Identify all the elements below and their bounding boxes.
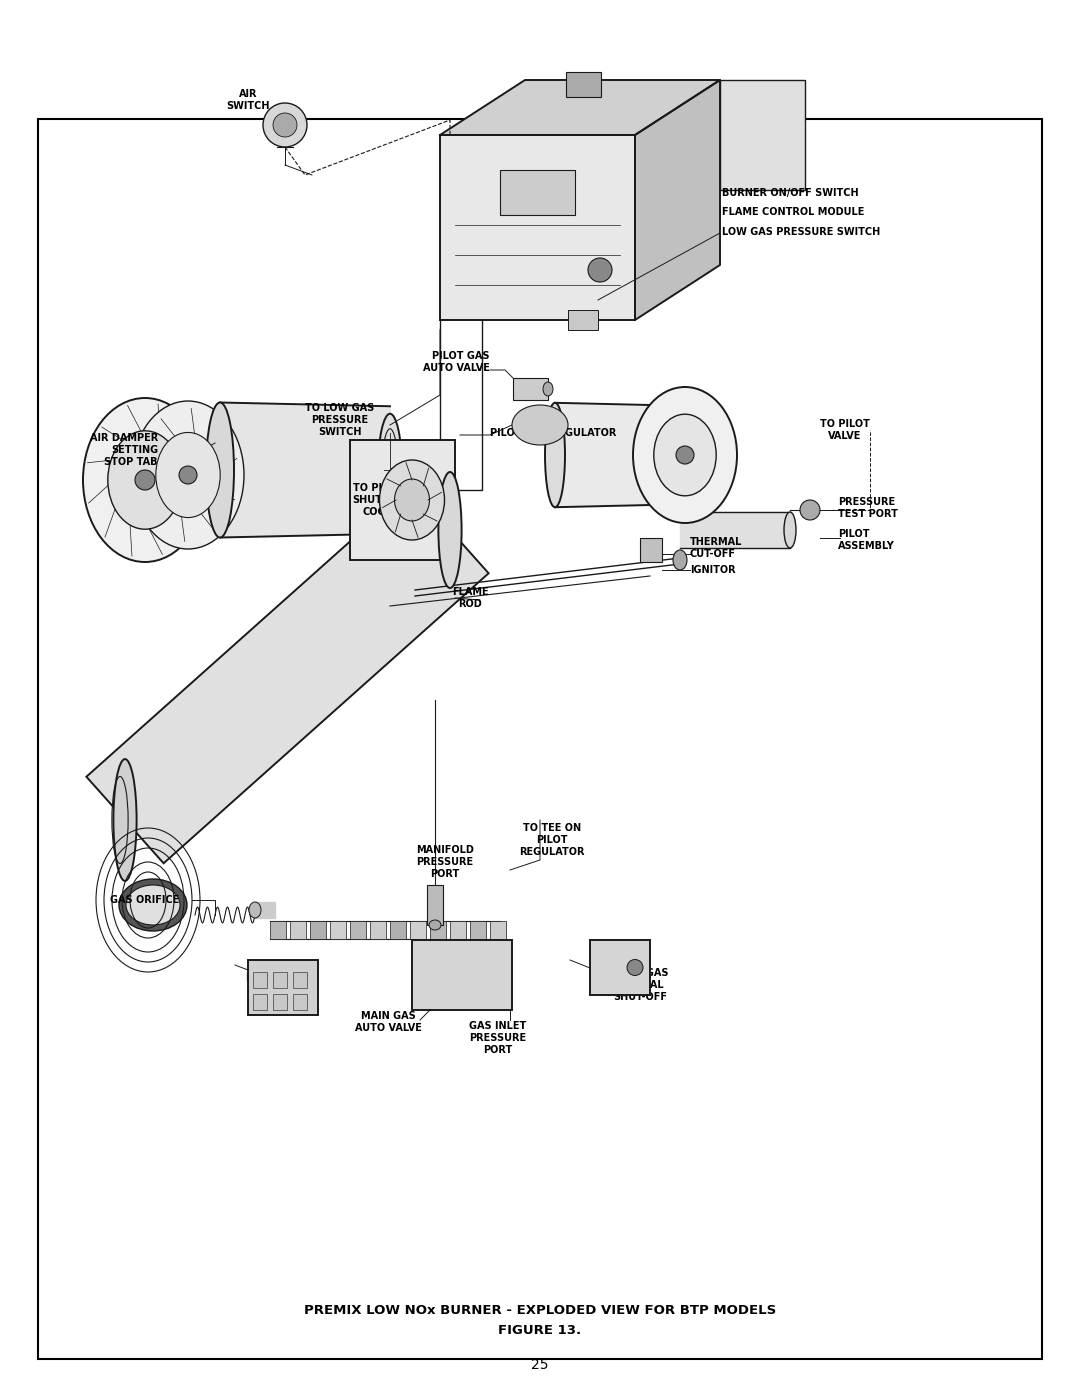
Text: FLAME
ROD: FLAME ROD bbox=[451, 587, 488, 609]
Text: BURNER ON/OFF SWITCH: BURNER ON/OFF SWITCH bbox=[723, 189, 859, 198]
Polygon shape bbox=[720, 80, 805, 190]
Bar bbox=[640, 538, 662, 562]
Circle shape bbox=[135, 469, 156, 490]
Ellipse shape bbox=[379, 460, 445, 541]
Ellipse shape bbox=[784, 511, 796, 548]
Bar bbox=[513, 379, 548, 400]
Text: GAS ORIFICE: GAS ORIFICE bbox=[110, 895, 179, 905]
Ellipse shape bbox=[126, 886, 180, 925]
Bar bbox=[568, 310, 598, 330]
Text: AIR
SWITCH: AIR SWITCH bbox=[226, 89, 270, 110]
Text: PILOT GAS
MANUAL
SHUT-OFF: PILOT GAS MANUAL SHUT-OFF bbox=[611, 968, 669, 1002]
Polygon shape bbox=[440, 80, 720, 136]
Bar bbox=[330, 921, 346, 939]
Bar bbox=[410, 921, 426, 939]
Bar bbox=[270, 921, 286, 939]
Bar bbox=[370, 921, 386, 939]
Bar bbox=[291, 921, 306, 939]
Circle shape bbox=[179, 467, 197, 483]
Bar bbox=[430, 921, 446, 939]
Bar bbox=[293, 972, 307, 988]
Ellipse shape bbox=[378, 414, 402, 527]
Bar bbox=[490, 921, 507, 939]
Bar bbox=[411, 940, 512, 1010]
Ellipse shape bbox=[545, 402, 565, 507]
Ellipse shape bbox=[543, 381, 553, 395]
Text: IGNITOR: IGNITOR bbox=[690, 564, 735, 576]
Text: PILOT GAS
AUTO VALVE: PILOT GAS AUTO VALVE bbox=[423, 351, 490, 373]
Text: MAIN GAS
MANUAL
SHUT-OFF: MAIN GAS MANUAL SHUT-OFF bbox=[245, 974, 300, 1007]
Circle shape bbox=[273, 113, 297, 137]
Text: TO PILOT
VALVE: TO PILOT VALVE bbox=[820, 419, 869, 441]
Ellipse shape bbox=[673, 550, 687, 570]
Text: PRESSURE
TEST PORT: PRESSURE TEST PORT bbox=[838, 497, 897, 518]
Text: TO TEE ON
PILOT
REGULATOR: TO TEE ON PILOT REGULATOR bbox=[519, 823, 584, 856]
Circle shape bbox=[800, 500, 820, 520]
Polygon shape bbox=[350, 440, 455, 560]
Text: GAS INLET
PRESSURE
PORT: GAS INLET PRESSURE PORT bbox=[470, 1021, 527, 1055]
Ellipse shape bbox=[108, 430, 183, 529]
Ellipse shape bbox=[113, 759, 136, 882]
Text: MANIFOLD
PRESSURE
PORT: MANIFOLD PRESSURE PORT bbox=[416, 845, 474, 879]
Bar bbox=[273, 972, 287, 988]
Polygon shape bbox=[566, 73, 600, 96]
Text: 25: 25 bbox=[531, 1358, 549, 1372]
Ellipse shape bbox=[671, 407, 689, 503]
Ellipse shape bbox=[132, 401, 244, 549]
Ellipse shape bbox=[633, 387, 737, 522]
Ellipse shape bbox=[512, 405, 568, 446]
Circle shape bbox=[676, 446, 694, 464]
Bar bbox=[310, 921, 326, 939]
Bar bbox=[273, 995, 287, 1010]
Bar bbox=[590, 940, 650, 995]
Ellipse shape bbox=[156, 433, 220, 517]
Ellipse shape bbox=[394, 479, 430, 521]
Text: TO LOW GAS
PRESSURE
SWITCH: TO LOW GAS PRESSURE SWITCH bbox=[306, 404, 375, 437]
Ellipse shape bbox=[429, 921, 441, 930]
Bar bbox=[248, 960, 318, 1016]
Polygon shape bbox=[86, 486, 488, 863]
Polygon shape bbox=[635, 80, 720, 320]
Text: PILOT
ASSEMBLY: PILOT ASSEMBLY bbox=[838, 529, 894, 550]
Text: AIR DAMPER
SETTING
STOP TAB: AIR DAMPER SETTING STOP TAB bbox=[90, 433, 158, 467]
Bar bbox=[253, 972, 267, 988]
Bar bbox=[38, 119, 1042, 1359]
Text: PREMIX LOW NOx BURNER - EXPLODED VIEW FOR BTP MODELS: PREMIX LOW NOx BURNER - EXPLODED VIEW FO… bbox=[303, 1303, 777, 1316]
Bar bbox=[470, 921, 486, 939]
Text: THERMAL
CUT-OFF: THERMAL CUT-OFF bbox=[690, 538, 742, 559]
Text: TO PILOT
SHUTOFF
COCK: TO PILOT SHUTOFF COCK bbox=[352, 483, 404, 517]
Ellipse shape bbox=[119, 879, 187, 930]
Text: FIGURE 13.: FIGURE 13. bbox=[499, 1323, 581, 1337]
Ellipse shape bbox=[653, 414, 716, 496]
Bar bbox=[427, 886, 443, 925]
Ellipse shape bbox=[438, 472, 461, 588]
Circle shape bbox=[588, 258, 612, 282]
Text: FLAME CONTROL MODULE: FLAME CONTROL MODULE bbox=[723, 207, 864, 217]
Circle shape bbox=[627, 960, 643, 975]
Bar bbox=[500, 170, 575, 215]
Text: PILOT GAS REGULATOR: PILOT GAS REGULATOR bbox=[490, 427, 617, 439]
Ellipse shape bbox=[206, 402, 234, 538]
Bar bbox=[293, 995, 307, 1010]
Ellipse shape bbox=[83, 398, 207, 562]
Bar bbox=[350, 921, 366, 939]
Ellipse shape bbox=[249, 902, 261, 918]
Polygon shape bbox=[440, 136, 635, 320]
Circle shape bbox=[264, 103, 307, 147]
Bar bbox=[450, 921, 465, 939]
Bar bbox=[390, 921, 406, 939]
Bar bbox=[253, 995, 267, 1010]
Text: MAIN GAS
AUTO VALVE: MAIN GAS AUTO VALVE bbox=[354, 1011, 421, 1032]
Text: LOW GAS PRESSURE SWITCH: LOW GAS PRESSURE SWITCH bbox=[723, 226, 880, 237]
